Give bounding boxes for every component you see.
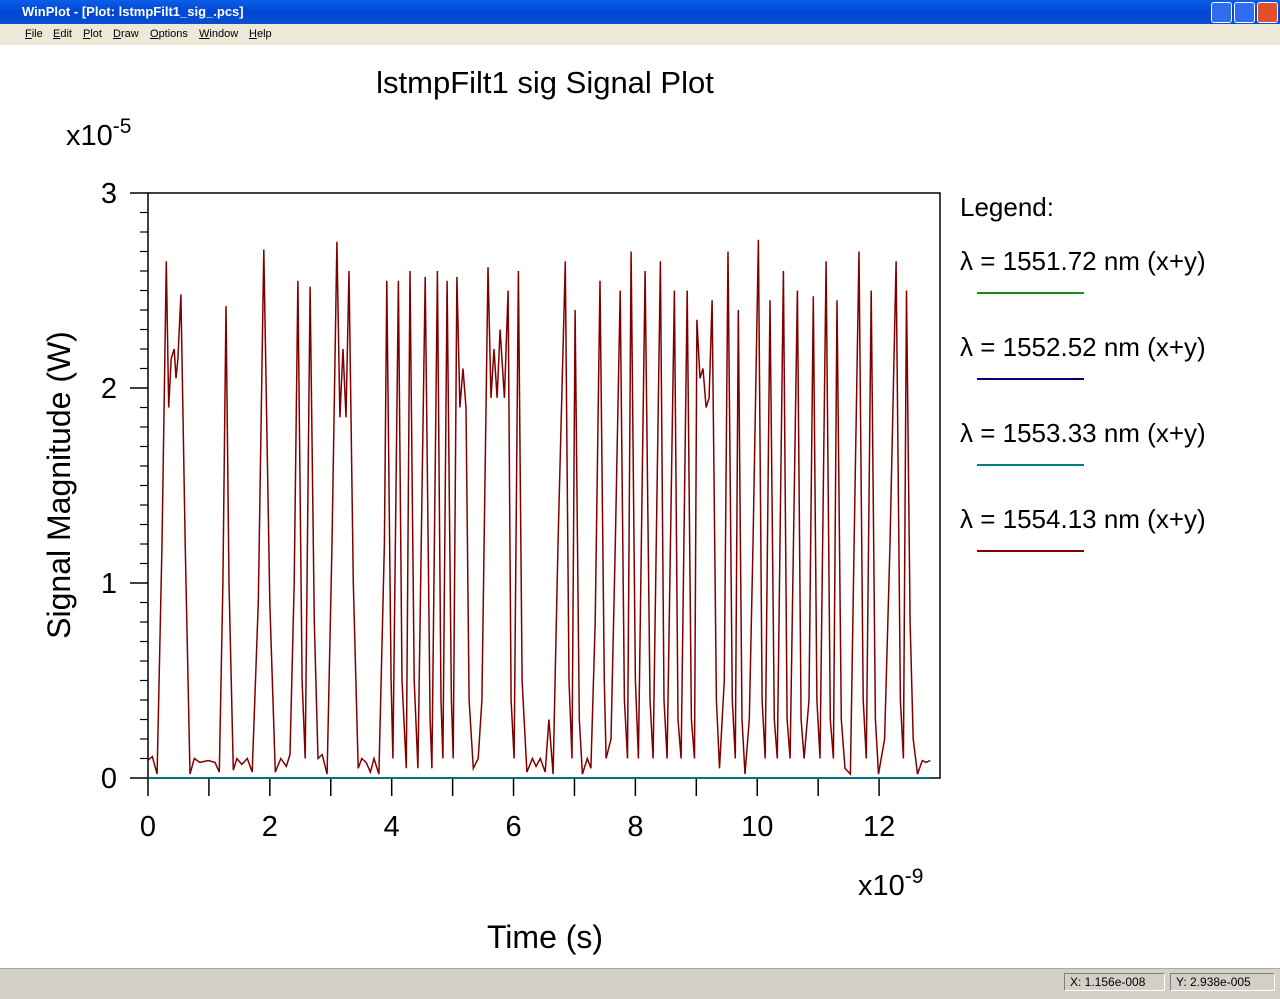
y-multiplier-base: x10 [66,120,113,152]
menu-bar: File Edit Plot Draw Options Window Help [0,24,1280,45]
menu-item[interactable]: Plot [83,28,102,40]
x-multiplier-base: x10 [858,870,905,902]
menu-item[interactable]: Options [150,28,188,40]
y-tick-label: 0 [101,763,117,795]
y-axis-label: Signal Magnitude (W) [41,331,77,639]
y-tick-label: 2 [101,373,117,405]
legend-title: Legend: [960,192,1054,222]
x-tick-label: 0 [140,811,156,843]
menu-item[interactable]: Window [199,28,239,40]
close-button[interactable] [1257,2,1278,23]
chart-title: lstmpFilt1 sig Signal Plot [376,65,714,100]
y-tick-label: 1 [101,568,117,600]
y-tick-label: 3 [101,178,117,210]
window-title: WinPlot - [Plot: lstmpFilt1_sig_.pcs] [22,4,244,19]
series-line [147,239,931,776]
x-axis-label: Time (s) [487,919,603,955]
x-tick-label: 10 [741,811,773,843]
maximize-button[interactable] [1234,2,1255,23]
y-multiplier: x10-5 [66,115,131,152]
status-bar: X: 1.156e-008 Y: 2.938e-005 [0,968,1280,999]
x-tick-label: 4 [384,811,400,843]
chart: lstmpFilt1 sig Signal Plotx10-5x10-9Time… [41,65,1206,955]
legend-label: λ = 1552.52 nm (x+y) [960,332,1206,362]
y-multiplier-exponent: -5 [113,115,132,138]
x-multiplier: x10-9 [858,865,923,902]
menu-item[interactable]: Help [249,28,272,40]
x-multiplier-exponent: -9 [905,865,924,888]
status-y: Y: 2.938e-005 [1170,973,1275,991]
status-x: X: 1.156e-008 [1064,973,1165,991]
x-tick-label: 12 [863,811,895,843]
title-bar: WinPlot - [Plot: lstmpFilt1_sig_.pcs] [0,0,1280,24]
legend-label: λ = 1554.13 nm (x+y) [960,504,1206,534]
menu-item[interactable]: Edit [53,28,72,40]
minimize-button[interactable] [1211,2,1232,23]
menu-item[interactable]: File [25,28,43,40]
x-tick-label: 6 [505,811,521,843]
legend-label: λ = 1553.33 nm (x+y) [960,418,1206,448]
x-tick-label: 2 [262,811,278,843]
menu-item[interactable]: Draw [113,28,139,40]
legend-label: λ = 1551.72 nm (x+y) [960,246,1206,276]
x-tick-label: 8 [627,811,643,843]
